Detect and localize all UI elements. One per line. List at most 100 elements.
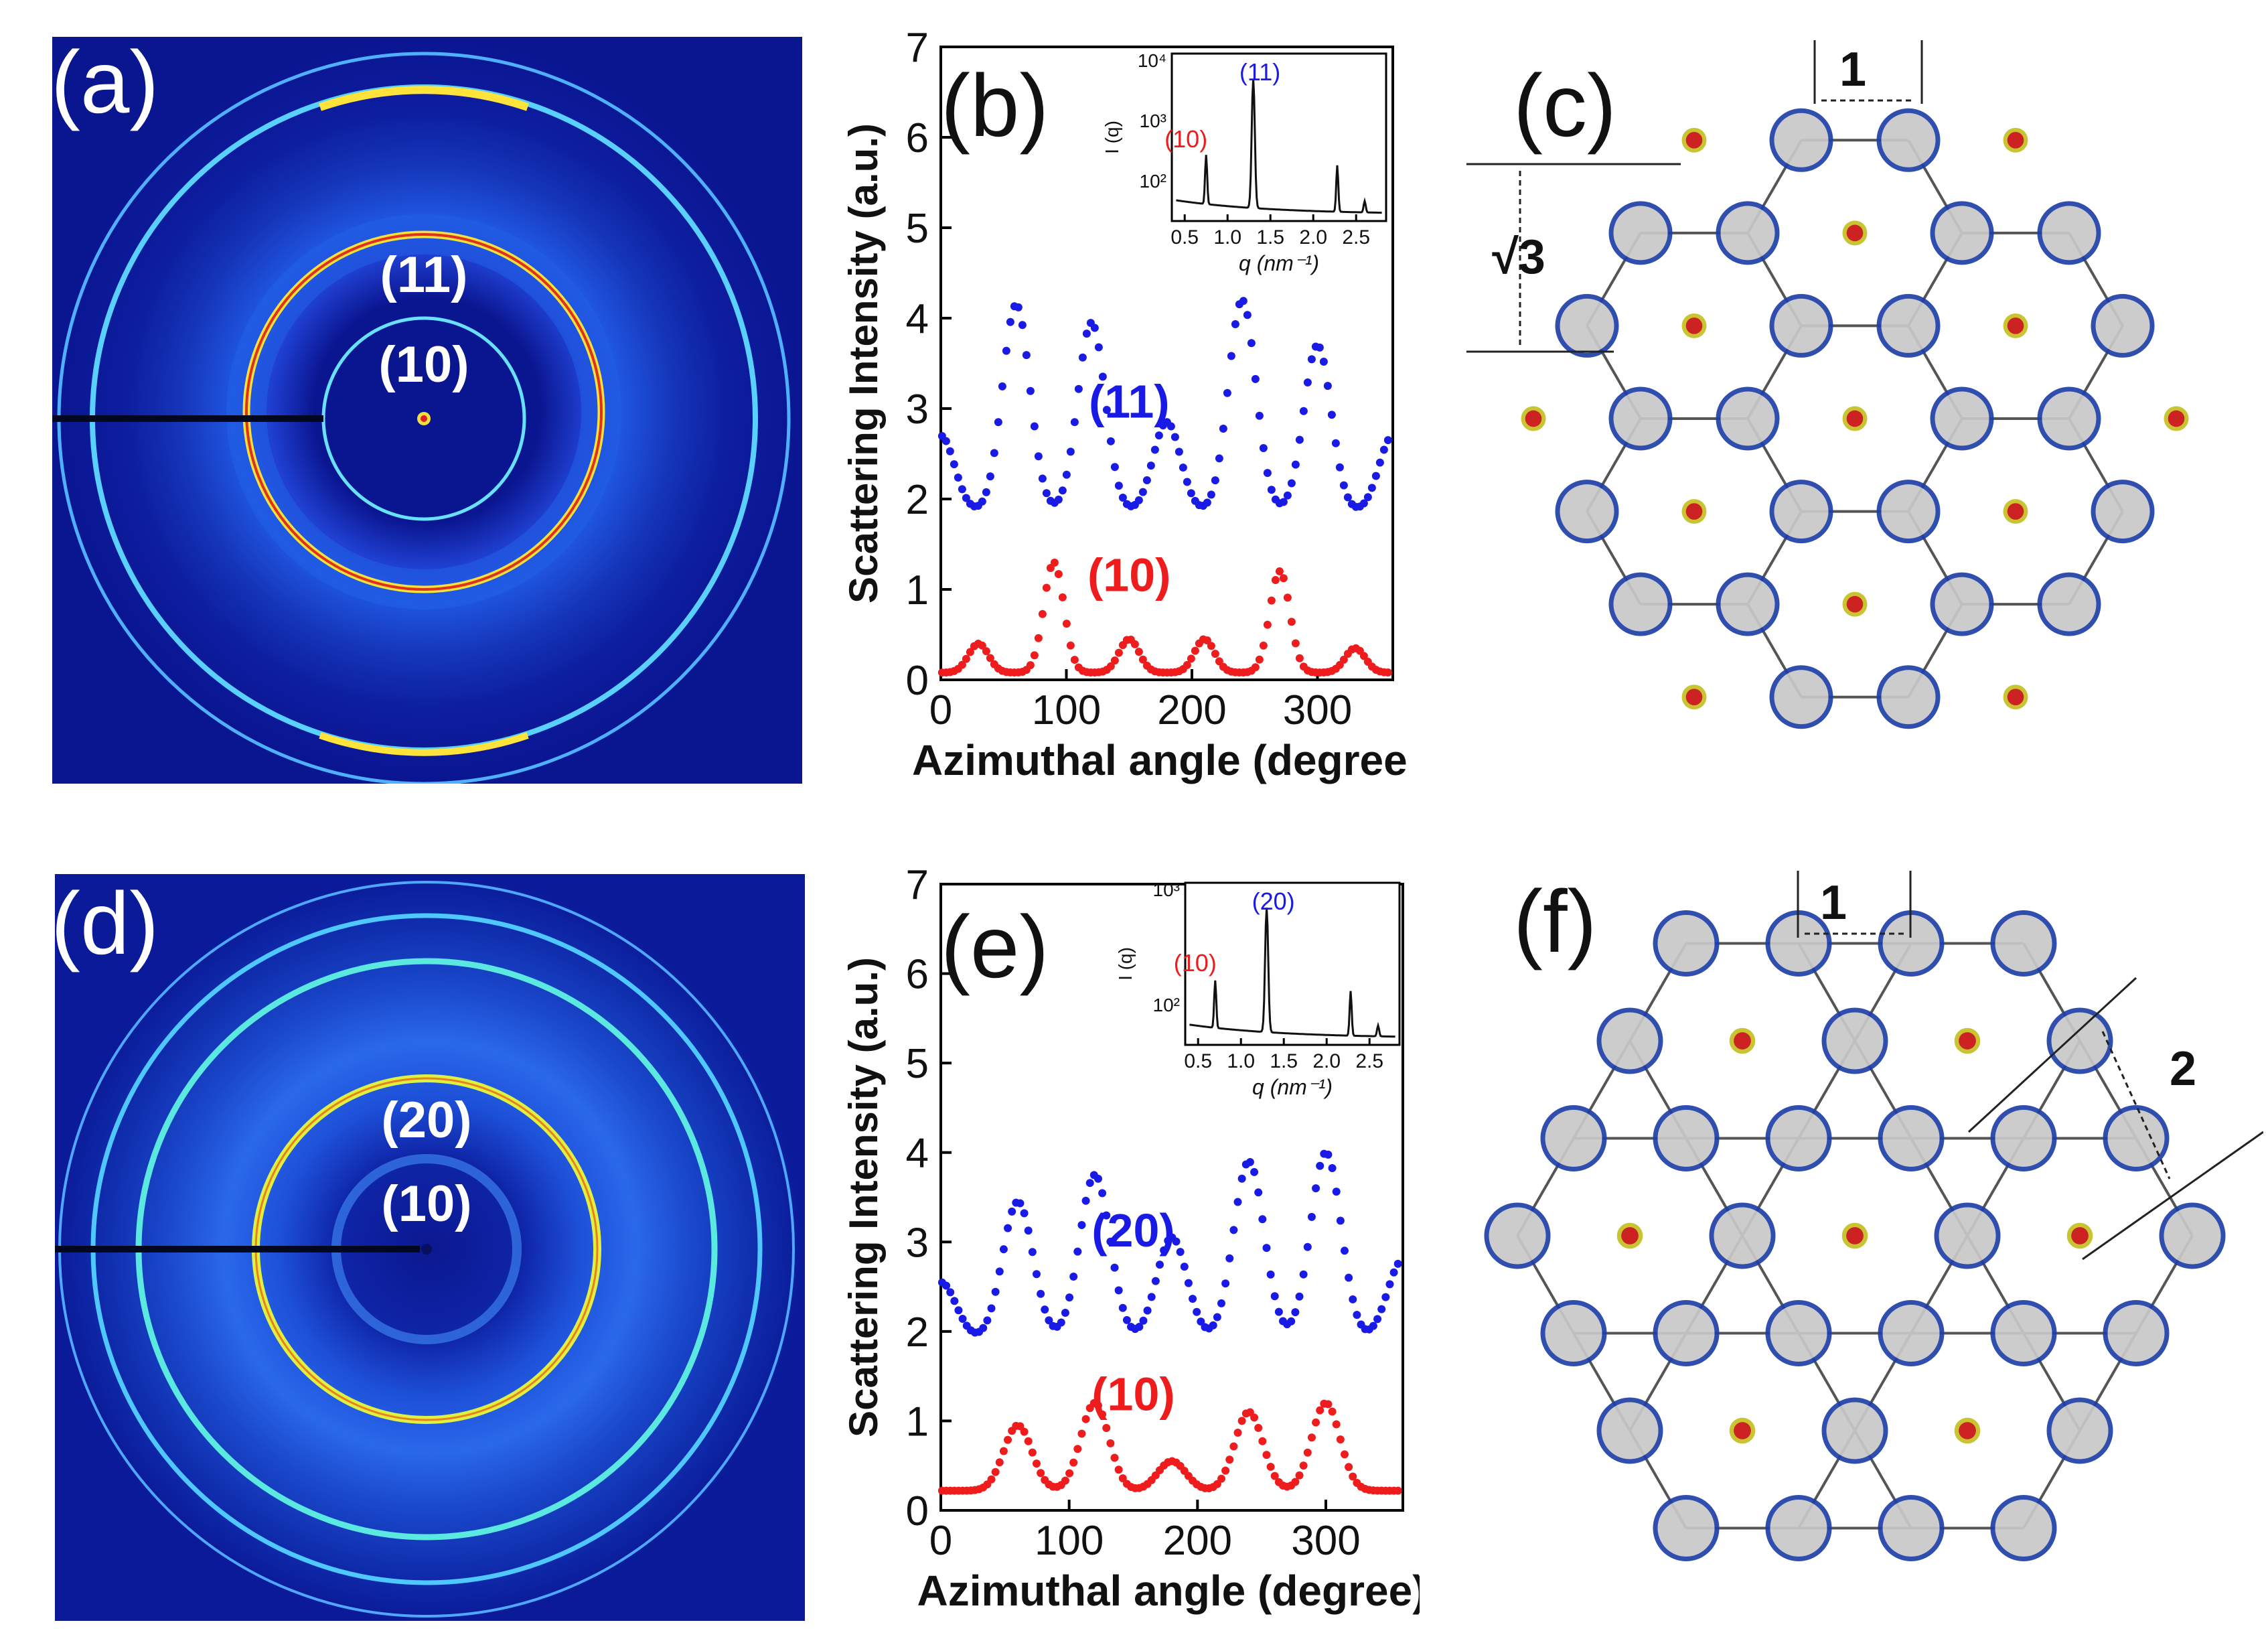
- data-point: [1078, 353, 1087, 362]
- data-point: [1209, 1321, 1217, 1330]
- data-point: [1275, 567, 1284, 576]
- lattice-node: [2046, 1007, 2113, 1074]
- data-point: [1207, 642, 1215, 650]
- data-point: [1155, 1261, 1164, 1269]
- data-point: [1189, 1295, 1197, 1303]
- inset-x-tick-label: 1.5: [1270, 1050, 1298, 1072]
- data-point: [1050, 558, 1059, 567]
- data-point: [1170, 433, 1179, 441]
- chart-e: 0 1 2 3 4 5 6 7 0 100 200 300 Azimuthal angle (degre…: [830, 864, 1420, 1634]
- data-point: [1093, 1174, 1102, 1183]
- y-tick-label: 1: [906, 567, 929, 614]
- data-point: [1359, 652, 1368, 660]
- lattice-node: [1934, 1202, 2001, 1269]
- data-point: [1299, 1270, 1308, 1279]
- inset-curve: [1176, 78, 1382, 214]
- data-point: [1389, 1268, 1398, 1277]
- data-point: [1343, 493, 1352, 502]
- data-point: [1315, 343, 1324, 352]
- data-point: [1004, 1435, 1012, 1444]
- x-tick-label: 200: [1163, 1518, 1232, 1564]
- data-point: [958, 485, 966, 494]
- lattice-node: [1878, 1494, 1945, 1561]
- panel-label-a: (a): [52, 37, 159, 131]
- data-point: [1139, 1316, 1148, 1325]
- data-point: [1175, 447, 1183, 456]
- inset-y-tick-label: 10³: [1140, 111, 1166, 131]
- guest-dot-core: [1734, 1422, 1751, 1439]
- lattice-node: [1930, 572, 1994, 636]
- data-point: [978, 641, 986, 650]
- data-point: [1271, 576, 1280, 585]
- inset-annotation: (10): [1164, 125, 1207, 153]
- saxs-rings-d: [55, 874, 805, 1621]
- data-point: [1383, 436, 1392, 445]
- x-axis-label: Azimuthal angle (degree): [917, 1567, 1420, 1615]
- data-point: [1207, 490, 1215, 499]
- plot-frame: [939, 883, 1404, 1512]
- data-point: [950, 460, 958, 469]
- ring-label-10-d: (10): [381, 1175, 472, 1232]
- dim-f-diagonal: 2: [2169, 1042, 2197, 1096]
- data-point: [1227, 352, 1235, 360]
- lattice-node: [2091, 293, 2155, 358]
- lattice-node: [1540, 1105, 1607, 1172]
- data-point: [941, 437, 950, 445]
- data-point: [1166, 422, 1175, 431]
- data-point: [1324, 1400, 1333, 1409]
- data-point: [1217, 1299, 1225, 1307]
- data-point: [1187, 654, 1195, 663]
- data-point: [1307, 1433, 1316, 1442]
- lattice-node: [1716, 386, 1780, 451]
- data-point: [1150, 445, 1159, 454]
- data-point: [1070, 656, 1079, 664]
- guest-dot-core: [1846, 224, 1864, 242]
- data-point: [1295, 1471, 1304, 1480]
- guest-dot-core: [1621, 1227, 1639, 1244]
- data-point: [1266, 1462, 1275, 1471]
- inset-annotation: (20): [1252, 887, 1295, 915]
- data-point: [1375, 458, 1384, 467]
- data-point: [1082, 330, 1091, 338]
- data-point: [1303, 1448, 1312, 1457]
- x-tick-label: 100: [1032, 687, 1101, 733]
- dim-f-horizontal: 1: [1819, 876, 1847, 930]
- data-point: [1118, 1303, 1127, 1312]
- data-point: [1299, 407, 1308, 415]
- data-point: [1312, 1184, 1320, 1193]
- data-point: [1243, 311, 1252, 319]
- data-point: [1250, 1413, 1259, 1422]
- data-point: [1069, 1272, 1078, 1281]
- data-point: [995, 1458, 1004, 1467]
- data-point: [1233, 1198, 1242, 1206]
- data-point: [1312, 1418, 1320, 1427]
- inset-annotation: (10): [1174, 949, 1217, 977]
- inset-y-tick-label: 10²: [1153, 995, 1180, 1015]
- lattice-node: [1930, 201, 1994, 265]
- lattice-node: [1653, 1105, 1720, 1172]
- data-point: [1299, 1461, 1308, 1470]
- data-point: [1303, 378, 1312, 387]
- data-point: [1339, 655, 1348, 664]
- ring-label-20: (20): [381, 1092, 472, 1149]
- data-point: [958, 660, 966, 669]
- data-point: [1267, 486, 1276, 494]
- data-point: [1077, 1220, 1086, 1229]
- data-point: [1069, 1458, 1078, 1467]
- data-point: [1118, 1474, 1127, 1483]
- data-point: [962, 494, 970, 502]
- data-point: [1211, 476, 1219, 485]
- data-point: [1259, 641, 1268, 650]
- data-point: [991, 1287, 1000, 1296]
- lattice-node: [1608, 201, 1673, 265]
- y-tick-label: 0: [906, 1488, 929, 1534]
- data-point: [986, 472, 994, 481]
- data-point: [1176, 1248, 1185, 1257]
- data-point: [1042, 489, 1051, 498]
- lattice-node: [1930, 386, 1994, 451]
- data-point: [1316, 1406, 1325, 1415]
- y-tick-label: 1: [906, 1399, 929, 1445]
- data-point: [1066, 641, 1075, 650]
